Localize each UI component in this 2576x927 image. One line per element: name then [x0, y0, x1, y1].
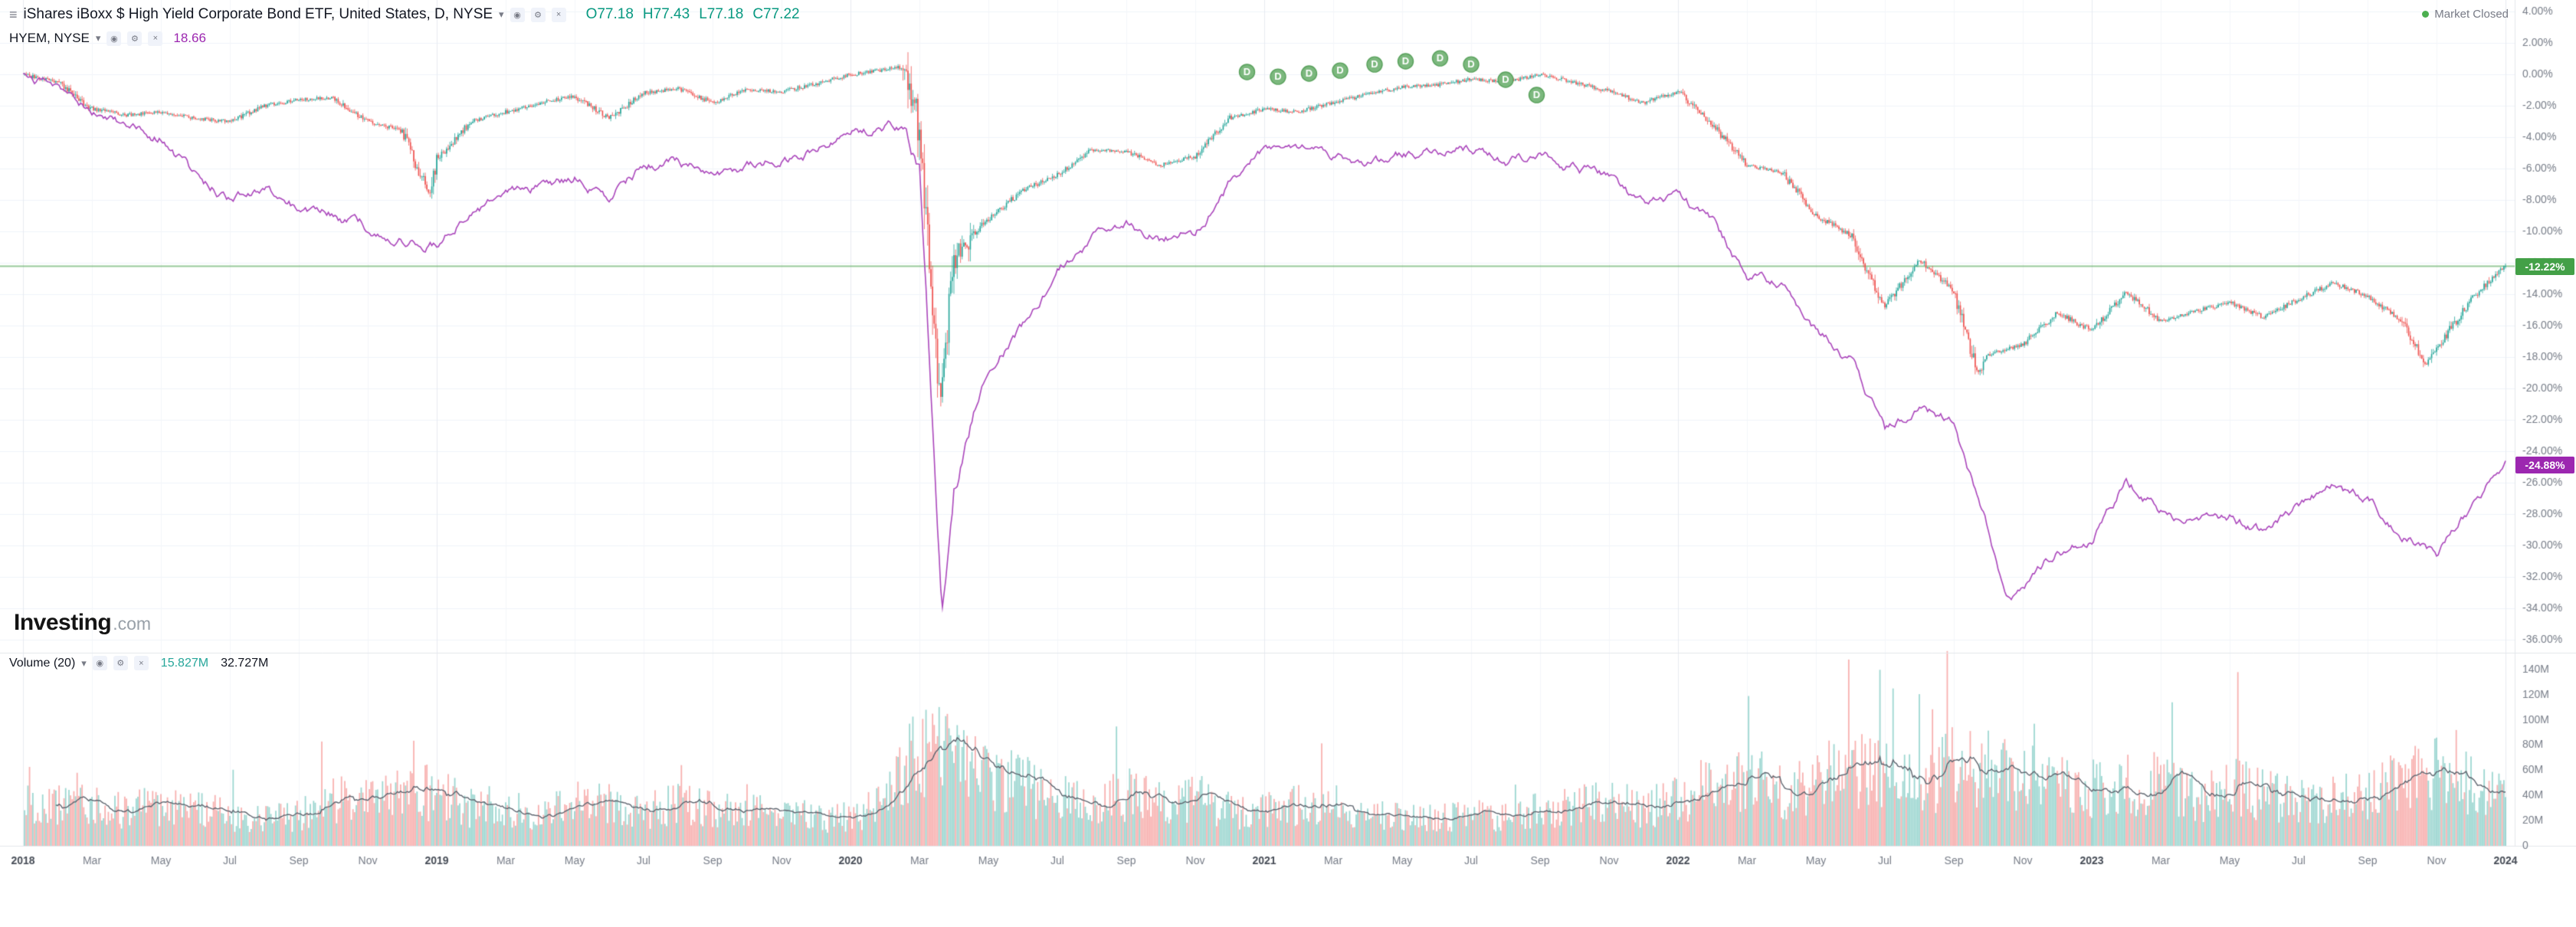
- symbol-legend: ≡ iShares iBoxx $ High Yield Corporate B…: [9, 6, 800, 23]
- market-status-dot: [2422, 11, 2430, 18]
- open-value: O77.18: [585, 6, 634, 22]
- gear-icon[interactable]: ⚙: [530, 7, 546, 22]
- compare-symbol-title[interactable]: HYEM, NYSE: [9, 31, 90, 45]
- compare-price-label: -24.88%: [2515, 457, 2574, 474]
- eye-icon[interactable]: ◉: [92, 656, 107, 670]
- volume-ma-value: 32.727M: [221, 656, 269, 670]
- gear-icon[interactable]: ⚙: [127, 31, 143, 46]
- ohlc-values: O77.18 H77.43 L77.18 C77.22: [577, 6, 800, 23]
- eye-icon[interactable]: ◉: [107, 31, 122, 46]
- compare-last-value: 18.66: [173, 31, 206, 45]
- close-icon[interactable]: ×: [551, 7, 566, 22]
- chevron-down-icon[interactable]: ▾: [95, 32, 101, 44]
- market-status-text: Market Closed: [2434, 8, 2509, 21]
- compare-legend: HYEM, NYSE ▾ ◉ ⚙ × 18.66: [9, 31, 206, 46]
- close-icon[interactable]: ×: [133, 656, 149, 670]
- investing-logo-domain: .com: [113, 614, 152, 634]
- investing-logo-text: Investing: [14, 610, 112, 635]
- current-price-label: -12.22%: [2515, 257, 2574, 275]
- chevron-down-icon[interactable]: ▾: [81, 657, 87, 669]
- volume-legend: Volume (20) ▾ ◉ ⚙ × 15.827M 32.727M: [9, 656, 268, 670]
- high-value: H77.43: [642, 6, 690, 22]
- close-icon[interactable]: ×: [148, 31, 163, 46]
- volume-last-value: 15.827M: [160, 656, 209, 670]
- investing-logo[interactable]: Investing .com: [14, 610, 151, 636]
- market-status: Market Closed: [2422, 8, 2509, 21]
- menu-icon[interactable]: ≡: [9, 6, 18, 22]
- eye-icon[interactable]: ◉: [510, 7, 525, 22]
- chevron-down-icon[interactable]: ▾: [499, 8, 504, 20]
- low-value: L77.18: [699, 6, 744, 22]
- symbol-title[interactable]: iShares iBoxx $ High Yield Corporate Bon…: [23, 6, 493, 22]
- close-value: C77.22: [752, 6, 800, 22]
- gear-icon[interactable]: ⚙: [113, 656, 128, 670]
- volume-indicator-title[interactable]: Volume (20): [9, 656, 76, 670]
